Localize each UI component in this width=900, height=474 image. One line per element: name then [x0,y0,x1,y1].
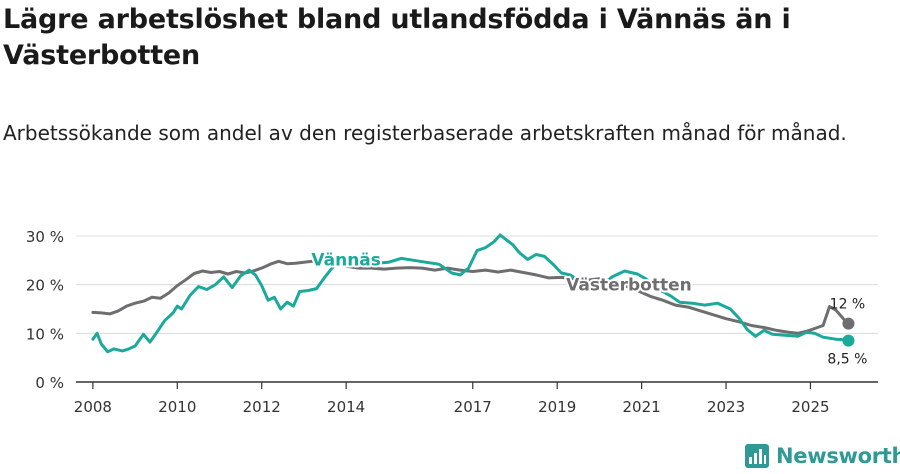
y-tick-label: 20 % [26,277,64,295]
end-value-label: 12 % [830,297,866,313]
y-tick-label: 10 % [26,325,64,343]
series-line-vasterbotten [91,259,850,335]
chart-subtitle: Arbetssökande som andel av den registerb… [3,121,847,145]
x-tick-label: 2010 [158,398,196,416]
series-labels: 12 % 8,5 % Vännäs Västerbotten [309,248,867,368]
end-point-marker [842,317,855,330]
x-tick-label: 2021 [623,398,661,416]
x-tick-label: 2014 [327,398,365,416]
x-tick-label: 2012 [243,398,281,416]
series-name-label: Vännäs [311,250,381,270]
end-value-label: 8,5 % [827,352,867,368]
x-tick-label: 2023 [707,398,745,416]
chart-title: Lägre arbetslöshet bland utlandsfödda i … [3,4,791,71]
gridlines [76,235,878,334]
series-lines [91,233,855,354]
y-axis: 0 % 10 % 20 % 30 % [26,228,64,392]
x-tick-label: 2025 [791,398,829,416]
series-name-label: Västerbotten [566,276,692,296]
series-line-vannas [91,233,850,354]
end-point-marker [842,334,855,347]
newsworthy-logo-icon [745,444,769,468]
x-tick-label: 2019 [538,398,576,416]
y-tick-label: 0 % [35,374,64,392]
x-tick-label: 2008 [74,398,112,416]
y-tick-label: 30 % [26,228,64,246]
x-tick-label: 2017 [454,398,492,416]
brand[interactable]: Newsworthy [745,441,900,471]
x-axis: 2008 2010 2012 2014 2017 2019 2021 2023 2025 [74,381,878,416]
brand-name: Newsworthy [776,444,900,468]
